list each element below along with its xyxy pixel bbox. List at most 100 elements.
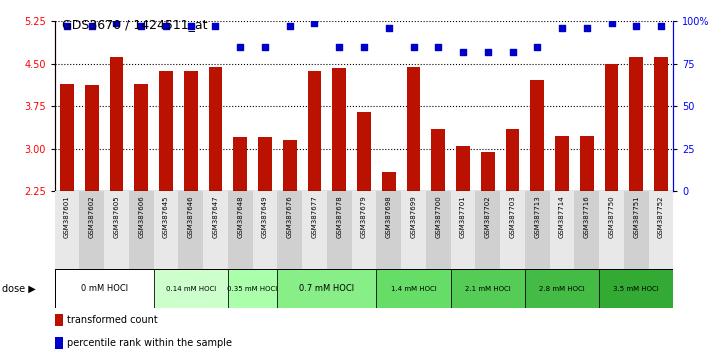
Bar — [302, 191, 327, 269]
Text: 3.5 mM HOCl: 3.5 mM HOCl — [614, 286, 659, 291]
Text: 0.14 mM HOCl: 0.14 mM HOCl — [165, 286, 216, 291]
Text: GSM387605: GSM387605 — [114, 195, 119, 238]
Text: transformed count: transformed count — [68, 315, 158, 325]
Text: GSM387678: GSM387678 — [336, 195, 342, 238]
Point — [556, 25, 568, 31]
Text: GSM387647: GSM387647 — [213, 195, 218, 238]
Text: 1.4 mM HOCl: 1.4 mM HOCl — [391, 286, 436, 291]
Bar — [555, 136, 569, 191]
Bar — [159, 70, 173, 191]
Point — [531, 44, 543, 50]
Bar — [277, 269, 376, 308]
Bar — [203, 191, 228, 269]
Point — [457, 49, 469, 55]
Point — [61, 23, 73, 29]
Bar — [60, 84, 74, 191]
Bar — [129, 191, 154, 269]
Text: GSM387648: GSM387648 — [237, 195, 243, 238]
Bar — [382, 172, 395, 191]
Bar — [451, 191, 475, 269]
Point — [259, 44, 271, 50]
Bar — [327, 191, 352, 269]
Bar — [135, 84, 148, 191]
Bar — [401, 191, 426, 269]
Bar — [333, 68, 346, 191]
Point — [482, 49, 494, 55]
Bar — [55, 191, 79, 269]
Bar — [525, 191, 550, 269]
Bar — [357, 112, 371, 191]
Bar — [574, 191, 599, 269]
Point — [383, 25, 395, 31]
Text: dose ▶: dose ▶ — [2, 284, 36, 293]
Text: GSM387750: GSM387750 — [609, 195, 614, 238]
Point — [185, 23, 197, 29]
Bar — [456, 146, 470, 191]
Text: percentile rank within the sample: percentile rank within the sample — [68, 338, 232, 348]
Point — [606, 20, 617, 26]
Bar — [85, 85, 98, 191]
Text: GSM387701: GSM387701 — [460, 195, 466, 238]
Bar — [599, 191, 624, 269]
Point — [210, 23, 221, 29]
Bar — [209, 67, 222, 191]
Bar — [630, 57, 643, 191]
Bar — [426, 191, 451, 269]
Bar — [407, 67, 420, 191]
Point — [309, 20, 320, 26]
Point — [86, 23, 98, 29]
Bar — [184, 70, 197, 191]
Text: GSM387698: GSM387698 — [386, 195, 392, 238]
Text: GSM387679: GSM387679 — [361, 195, 367, 238]
Bar — [104, 191, 129, 269]
Bar — [308, 70, 321, 191]
Text: 0 mM HOCl: 0 mM HOCl — [81, 284, 127, 293]
Text: GSM387602: GSM387602 — [89, 195, 95, 238]
Text: 2.1 mM HOCl: 2.1 mM HOCl — [465, 286, 510, 291]
Text: GSM387606: GSM387606 — [138, 195, 144, 238]
Point — [358, 44, 370, 50]
Point — [135, 23, 147, 29]
Text: GSM387700: GSM387700 — [435, 195, 441, 238]
Text: GSM387601: GSM387601 — [64, 195, 70, 238]
Text: 0.7 mM HOCl: 0.7 mM HOCl — [299, 284, 355, 293]
Point — [581, 25, 593, 31]
Bar — [599, 269, 673, 308]
Point — [284, 23, 296, 29]
Text: GSM387649: GSM387649 — [262, 195, 268, 238]
Point — [507, 49, 518, 55]
Bar — [258, 137, 272, 191]
Point — [655, 23, 667, 29]
Text: GSM387702: GSM387702 — [485, 195, 491, 238]
Text: GSM387646: GSM387646 — [188, 195, 194, 238]
Bar — [283, 140, 296, 191]
Text: GSM387677: GSM387677 — [312, 195, 317, 238]
Bar — [605, 64, 618, 191]
Bar — [654, 57, 668, 191]
Bar — [110, 57, 123, 191]
Point — [234, 44, 246, 50]
Point — [333, 44, 345, 50]
Bar — [55, 337, 63, 349]
Bar — [154, 191, 178, 269]
Text: GSM387716: GSM387716 — [584, 195, 590, 238]
Text: GSM387751: GSM387751 — [633, 195, 639, 238]
Text: GSM387713: GSM387713 — [534, 195, 540, 238]
Text: 2.8 mM HOCl: 2.8 mM HOCl — [539, 286, 585, 291]
Text: GSM387752: GSM387752 — [658, 195, 664, 238]
Bar — [451, 269, 525, 308]
Bar — [253, 191, 277, 269]
Bar — [352, 191, 376, 269]
Point — [432, 44, 444, 50]
Bar — [525, 269, 599, 308]
Bar — [481, 152, 494, 191]
Bar — [79, 191, 104, 269]
Text: 0.35 mM HOCl: 0.35 mM HOCl — [227, 286, 278, 291]
Text: GSM387714: GSM387714 — [559, 195, 565, 238]
Point — [111, 20, 122, 26]
Point — [408, 44, 419, 50]
Bar — [376, 191, 401, 269]
Bar — [432, 129, 445, 191]
Bar — [531, 80, 544, 191]
Bar — [228, 191, 253, 269]
